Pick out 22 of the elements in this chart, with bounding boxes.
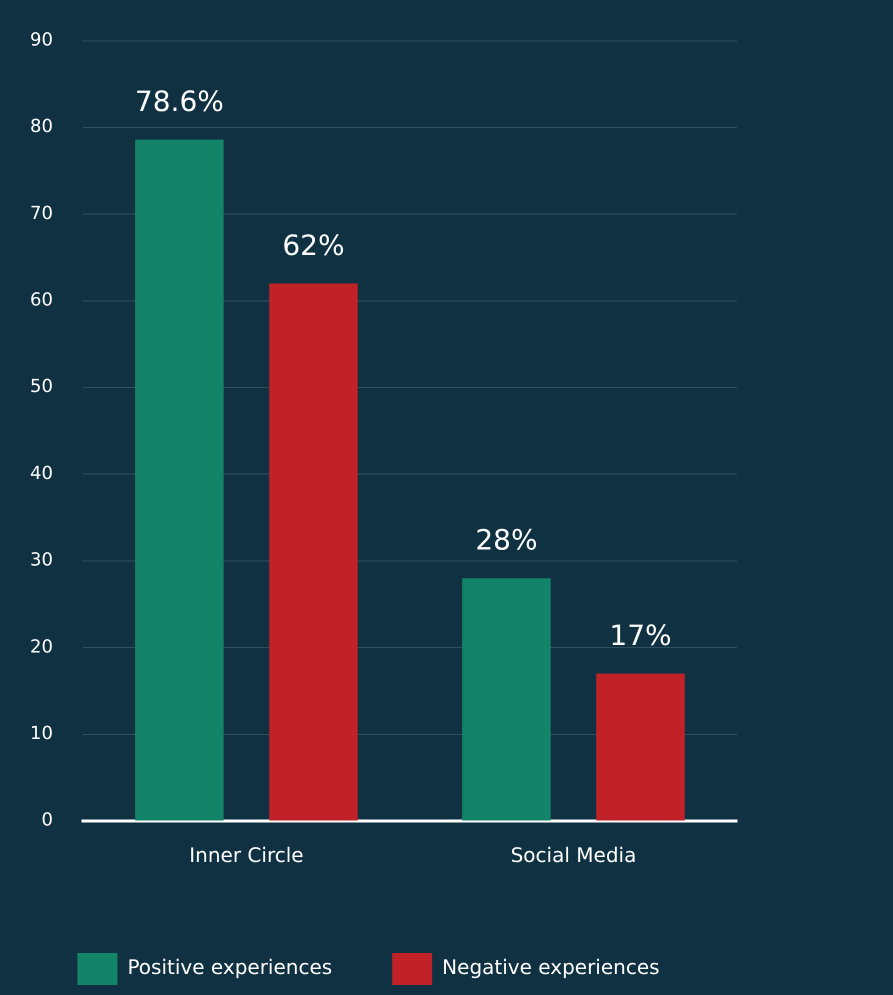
- x-tick-label: Social Media: [510, 843, 636, 868]
- bar: [596, 674, 685, 820]
- legend-label: Negative experiences: [442, 955, 660, 980]
- bar: [135, 140, 224, 820]
- y-tick-label: 20: [30, 636, 53, 658]
- data-label: 28%: [475, 524, 538, 557]
- data-label: 62%: [282, 228, 345, 262]
- y-tick-label: 80: [30, 116, 53, 138]
- legend-label: Positive experiences: [127, 955, 332, 980]
- x-tick-label: Inner Circle: [189, 843, 304, 868]
- y-tick-label: 60: [30, 290, 53, 311]
- y-tick-label: 70: [30, 202, 53, 224]
- y-tick-label: 0: [41, 810, 53, 831]
- y-tick-label: 40: [30, 462, 53, 484]
- y-tick-label: 30: [30, 550, 53, 571]
- data-label: 78.6%: [134, 84, 224, 118]
- bar: [269, 284, 358, 820]
- bar: [462, 578, 551, 820]
- y-tick-label: 10: [30, 722, 53, 744]
- y-tick-label: 50: [30, 376, 53, 398]
- data-label: 17%: [609, 618, 672, 652]
- y-tick-label: 90: [30, 29, 53, 50]
